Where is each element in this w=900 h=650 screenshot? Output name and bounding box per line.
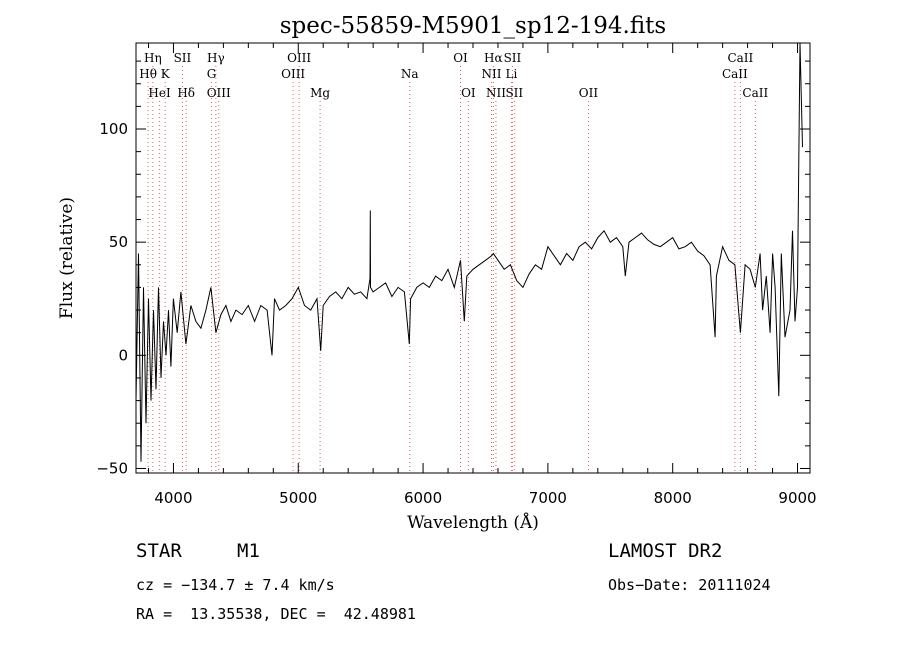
redshift-text: cz = −134.7 ± 7.4 km/s: [136, 576, 335, 594]
object-class: STAR: [136, 540, 182, 562]
reference-line-label: CaII: [727, 51, 753, 65]
reference-line-label: Li: [506, 67, 518, 81]
reference-line-label: OIII: [281, 67, 305, 81]
y-axis-label: Flux (relative): [57, 197, 77, 319]
reference-line-label: Hγ: [207, 51, 225, 65]
reference-line-label: OII: [579, 86, 599, 100]
reference-line-label: OIII: [207, 86, 231, 100]
y-tick-label: −50: [96, 459, 128, 477]
survey-name: LAMOST DR2: [608, 540, 723, 562]
reference-line-label: K: [161, 67, 171, 81]
reference-line-label: G: [207, 67, 217, 81]
reference-line-label: Hη: [144, 51, 162, 65]
obs-date-text: Obs−Date: 20111024: [608, 576, 771, 594]
reference-line-label: NII: [481, 67, 501, 81]
reference-lines: [147, 66, 756, 473]
x-tick-label: 4000: [154, 489, 192, 507]
reference-line-label: Hθ: [139, 67, 157, 81]
reference-line-label: HeI: [148, 86, 171, 100]
x-axis-label: Wavelength (Å): [407, 512, 539, 533]
reference-line-label: OIII: [287, 51, 311, 65]
chart-title: spec-55859-M5901_sp12-194.fits: [280, 13, 666, 39]
reference-line-label: SII: [174, 51, 192, 65]
reference-line-label: OI: [461, 86, 476, 100]
spectrum-line: [135, 42, 803, 462]
y-tick-label: 50: [109, 233, 128, 251]
reference-line-label: SII: [504, 51, 522, 65]
x-tick-label: 6000: [404, 489, 442, 507]
x-tick-label: 7000: [529, 489, 567, 507]
reference-line-label: Mg: [310, 86, 330, 100]
reference-line-label: Hδ: [177, 86, 195, 100]
x-tick-label: 5000: [279, 489, 317, 507]
object-subclass: M1: [237, 540, 260, 562]
y-tick-label: 0: [118, 346, 128, 364]
y-axis: −50 0 50 100: [96, 60, 810, 477]
reference-line-label: Hα: [484, 51, 503, 65]
x-tick-label: 8000: [654, 489, 692, 507]
reference-line-label: CaII: [742, 86, 768, 100]
x-tick-label: 9000: [778, 489, 816, 507]
reference-line-label: Na: [401, 67, 419, 81]
reference-line-label: NII: [486, 86, 506, 100]
x-axis: 4000 5000 6000 7000 8000 9000: [147, 43, 817, 507]
plot-frame: [135, 42, 811, 474]
reference-line-label: CaII: [722, 67, 748, 81]
reference-line-label: OI: [453, 51, 468, 65]
reference-line-label: SII: [505, 86, 523, 100]
coordinates-text: RA = 13.35538, DEC = 42.48981: [136, 605, 416, 623]
y-tick-label: 100: [99, 120, 128, 138]
